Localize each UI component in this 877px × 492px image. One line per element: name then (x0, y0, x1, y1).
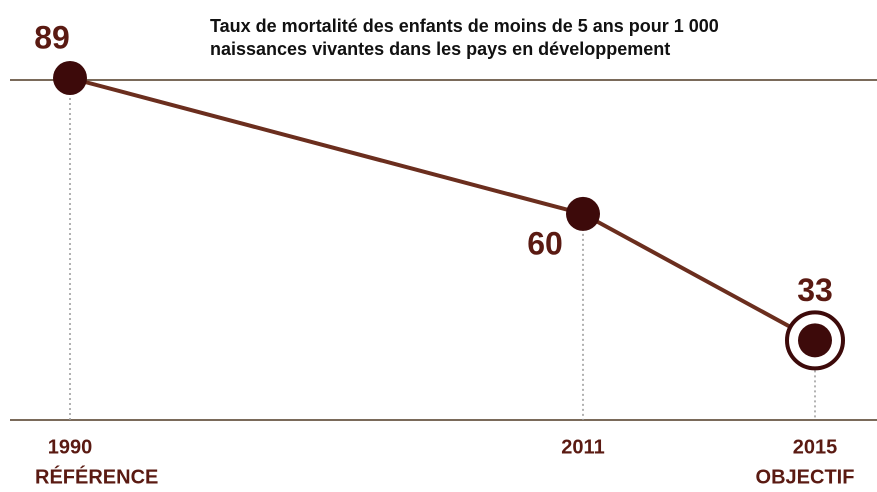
x-tick-label: 2015 (793, 436, 838, 458)
x-tick-note: RÉFÉRENCE (35, 465, 158, 488)
data-line (69, 76, 816, 343)
point (566, 196, 600, 231)
point (798, 323, 832, 358)
x-tick-label: 2011 (561, 436, 604, 458)
x-tick-label: 1990 (48, 436, 93, 458)
chart-title: Taux de mortalité des enfants de moins d… (210, 16, 719, 36)
point (53, 61, 87, 95)
chart-title: naissances vivantes dans les pays en dév… (210, 39, 670, 59)
data-label: 60 (527, 225, 563, 261)
x-tick-note: OBJECTIF (756, 466, 855, 488)
data-label: 89 (34, 19, 70, 55)
data-label: 33 (797, 272, 833, 308)
